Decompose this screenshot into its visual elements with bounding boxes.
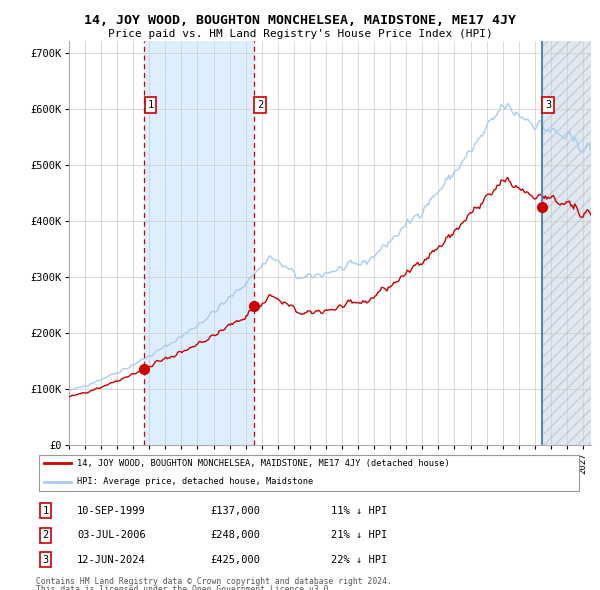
FancyBboxPatch shape [39,454,579,491]
Text: This data is licensed under the Open Government Licence v3.0.: This data is licensed under the Open Gov… [36,585,334,590]
Text: 1: 1 [148,100,154,110]
Text: £248,000: £248,000 [211,530,261,540]
Text: Price paid vs. HM Land Registry's House Price Index (HPI): Price paid vs. HM Land Registry's House … [107,29,493,39]
Bar [542,41,591,445]
Text: 21% ↓ HPI: 21% ↓ HPI [331,530,387,540]
Bar [145,41,254,445]
Text: HPI: Average price, detached house, Maidstone: HPI: Average price, detached house, Maid… [77,477,313,486]
Text: 10-SEP-1999: 10-SEP-1999 [77,506,146,516]
Bar [542,41,591,445]
Text: 12-JUN-2024: 12-JUN-2024 [77,555,146,565]
Text: 22% ↓ HPI: 22% ↓ HPI [331,555,387,565]
Text: 3: 3 [43,555,49,565]
Text: 11% ↓ HPI: 11% ↓ HPI [331,506,387,516]
Text: 14, JOY WOOD, BOUGHTON MONCHELSEA, MAIDSTONE, ME17 4JY (detached house): 14, JOY WOOD, BOUGHTON MONCHELSEA, MAIDS… [77,459,450,468]
Text: £425,000: £425,000 [211,555,261,565]
Text: 2: 2 [43,530,49,540]
Text: 14, JOY WOOD, BOUGHTON MONCHELSEA, MAIDSTONE, ME17 4JY: 14, JOY WOOD, BOUGHTON MONCHELSEA, MAIDS… [84,14,516,27]
Text: 2: 2 [257,100,263,110]
Text: Contains HM Land Registry data © Crown copyright and database right 2024.: Contains HM Land Registry data © Crown c… [36,577,392,586]
Text: 3: 3 [545,100,551,110]
Text: 1: 1 [43,506,49,516]
Text: £137,000: £137,000 [211,506,261,516]
Text: 03-JUL-2006: 03-JUL-2006 [77,530,146,540]
